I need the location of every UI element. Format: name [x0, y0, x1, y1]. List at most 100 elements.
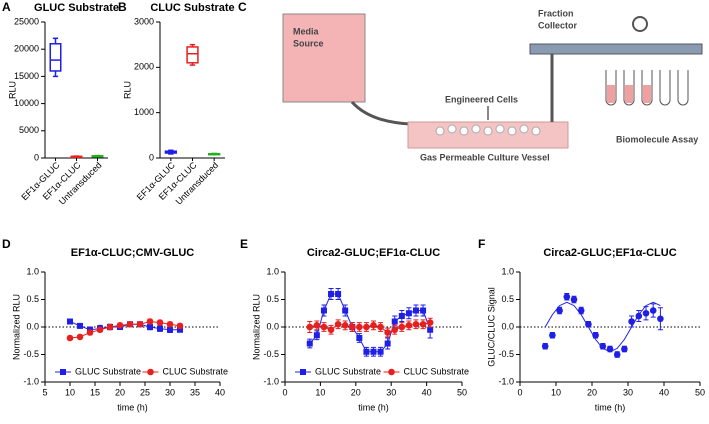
- y-tick-label: 0.5: [501, 294, 514, 304]
- cells-label: Engineered Cells: [445, 94, 518, 104]
- marker: [388, 368, 395, 376]
- series-line: [544, 301, 661, 353]
- marker: [363, 348, 370, 355]
- marker: [427, 326, 434, 333]
- chart-title: Circa2-GLUC;EF1α-CLUC: [307, 247, 440, 259]
- marker: [66, 334, 74, 342]
- y-tick-label: 1.0: [26, 266, 39, 276]
- x-tick-label: 20: [351, 387, 361, 397]
- x-tick-label: 10: [551, 387, 561, 397]
- y-tick-label: -0.5: [498, 349, 514, 359]
- marker: [341, 322, 349, 329]
- panel-label: B: [118, 0, 127, 14]
- panel-label: F: [478, 237, 485, 251]
- marker: [167, 326, 173, 333]
- chart-panel: F Circa2-GLUC;EF1α-CLUC GLUC/CLUC Signal-1…: [478, 237, 705, 412]
- panel-label: A: [2, 0, 11, 14]
- assay-label: Biomolecule Assay: [616, 134, 698, 144]
- collector-bar: [529, 43, 703, 55]
- chart-panel: A GLUC Substrate RLU 0 5000 10000 15000 20000 25…: [2, 0, 119, 207]
- marker: [300, 369, 306, 375]
- marker: [420, 307, 427, 314]
- series-line: [69, 320, 181, 339]
- marker: [363, 323, 370, 331]
- marker: [391, 318, 398, 325]
- marker: [649, 307, 657, 314]
- panel-label: E: [240, 237, 248, 251]
- marker: [177, 326, 183, 333]
- marker: [391, 326, 399, 334]
- x-tick-label: 10: [315, 387, 325, 397]
- marker: [599, 342, 607, 350]
- panel-label: D: [2, 237, 11, 251]
- marker: [657, 315, 664, 323]
- marker: [426, 319, 434, 326]
- marker: [106, 323, 114, 331]
- collector-label: Collector: [538, 20, 578, 30]
- marker: [621, 345, 628, 353]
- legend-label: GLUC Substrate: [75, 366, 141, 376]
- y-tick-label: 1000: [134, 107, 154, 117]
- y-tick-label: 0.0: [26, 321, 39, 331]
- media-label: Source: [293, 38, 324, 48]
- marker: [67, 318, 73, 325]
- marker: [613, 351, 621, 358]
- marker: [147, 368, 154, 376]
- x-tick-label: 25: [140, 387, 150, 397]
- chart-title: CLUC Substrate: [150, 2, 234, 14]
- legend-label: CLUC Substrate: [404, 366, 470, 376]
- marker: [384, 329, 391, 336]
- marker: [405, 322, 413, 329]
- marker: [348, 323, 356, 331]
- x-tick-label: 30: [386, 387, 396, 397]
- marker: [384, 340, 391, 347]
- y-tick-label: -0.5: [263, 349, 279, 359]
- marker: [549, 331, 556, 339]
- x-tick-label: 40: [215, 387, 225, 397]
- y-axis-title: Normalized RLU: [11, 294, 21, 360]
- marker: [327, 326, 335, 334]
- chart-title: GLUC Substrate: [34, 2, 119, 14]
- marker: [556, 307, 563, 314]
- y-tick-label: 10000: [14, 98, 39, 108]
- y-tick-label: 0: [34, 152, 39, 162]
- y-tick-label: 3000: [134, 16, 154, 26]
- y-tick-label: 2000: [134, 62, 154, 72]
- arrow: [350, 100, 411, 126]
- marker: [398, 323, 406, 331]
- y-tick-label: 5000: [19, 125, 39, 135]
- marker: [541, 342, 549, 350]
- y-axis-title: RLU: [122, 81, 132, 99]
- chart-panel: E Circa2-GLUC;EF1α-CLUC Normalized RLU -1.0…: [240, 237, 469, 412]
- y-tick-label: -1.0: [263, 376, 279, 386]
- marker: [334, 320, 342, 328]
- marker: [116, 322, 124, 329]
- y-tick-label: 0.0: [266, 321, 279, 331]
- marker: [306, 340, 313, 347]
- series-line: [309, 293, 431, 353]
- diagram: C Media Source Engineered Cells Gas Perm…: [238, 0, 703, 162]
- y-tick-label: -0.5: [23, 349, 39, 359]
- y-tick-label: 15000: [14, 71, 39, 81]
- panel-label: C: [238, 0, 247, 14]
- marker: [328, 291, 335, 297]
- y-tick-label: 1.0: [501, 266, 514, 276]
- x-axis-title: time (h): [358, 402, 389, 412]
- marker: [157, 325, 163, 332]
- legend-label: GLUC Substrate: [315, 366, 381, 376]
- marker: [412, 320, 420, 328]
- marker: [96, 326, 104, 334]
- y-axis-title: RLU: [7, 81, 17, 99]
- x-tick-label: 5: [42, 387, 47, 397]
- y-tick-label: 20000: [14, 44, 39, 54]
- vessel-label: Gas Permeable Culture Vessel: [420, 152, 550, 162]
- marker: [370, 322, 377, 329]
- marker: [577, 307, 585, 314]
- y-tick-label: -1.0: [498, 376, 514, 386]
- x-axis-title: time (h): [595, 402, 626, 412]
- x-tick-label: 10: [65, 387, 75, 397]
- marker: [398, 313, 405, 319]
- marker: [156, 319, 164, 326]
- x-tick-label: 20: [115, 387, 125, 397]
- cells: [435, 124, 541, 136]
